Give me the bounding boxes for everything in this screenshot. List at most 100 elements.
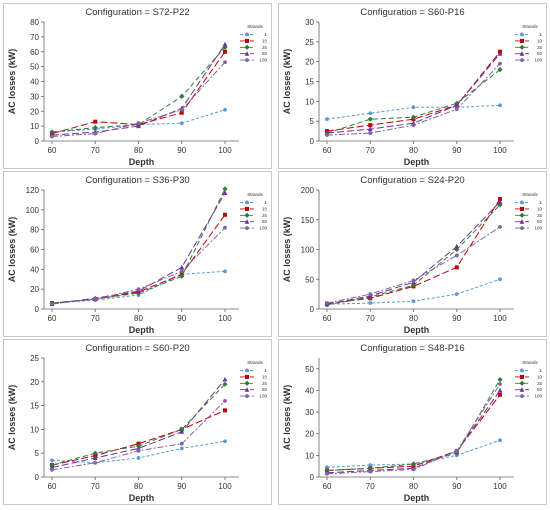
data-point (179, 264, 185, 270)
data-point (411, 105, 416, 110)
data-point (136, 287, 141, 292)
data-point (519, 219, 525, 224)
series-line (51, 192, 226, 305)
data-point (325, 471, 329, 476)
line-chart: 0 5 10 15 20 25 30 60 70 80 90 100 Depth AC losses (k… (282, 18, 543, 167)
x-tick-label: 90 (177, 482, 186, 491)
data-point (179, 446, 184, 451)
data-point (411, 299, 416, 304)
data-point (50, 467, 54, 472)
x-tick-label: 80 (134, 314, 143, 323)
y-tick-label: 60 (30, 246, 39, 255)
data-point (498, 103, 502, 108)
x-axis-label: Depth (404, 325, 430, 335)
x-tick-label: 60 (323, 146, 332, 155)
data-point (92, 455, 98, 460)
x-tick-label: 70 (91, 314, 100, 323)
legend-label: 10 (537, 206, 543, 211)
series-line (51, 383, 226, 466)
series-line (326, 394, 501, 471)
data-point (411, 123, 416, 128)
x-tick-label: 100 (493, 146, 507, 155)
data-point (49, 129, 55, 135)
data-point (223, 398, 227, 403)
data-point (497, 67, 503, 73)
data-point (245, 394, 249, 398)
data-point (245, 368, 249, 373)
data-point (498, 277, 502, 282)
legend-label: 1 (539, 368, 542, 373)
data-point (223, 439, 227, 444)
y-tick-label: 15 (30, 402, 39, 411)
data-point (325, 301, 329, 305)
data-point (368, 111, 373, 116)
x-tick-label: 100 (218, 314, 232, 323)
legend-label: 1 (264, 32, 267, 37)
data-point (410, 114, 417, 120)
y-tick-label: 60 (30, 48, 39, 57)
legend-title: Strands (247, 24, 263, 29)
series-line (326, 198, 501, 305)
data-point (179, 110, 184, 115)
series-line (51, 109, 226, 133)
legend-label: 10 (262, 374, 268, 379)
data-point (245, 374, 249, 379)
data-point (245, 206, 249, 211)
legend-label: 1 (264, 368, 267, 373)
x-tick-label: 90 (452, 482, 461, 491)
x-tick-label: 100 (218, 146, 232, 155)
chart-title: Configuration = S48-P16 (360, 343, 465, 354)
data-point (136, 445, 141, 451)
series-line (326, 226, 501, 304)
y-tick-label: 10 (30, 425, 39, 434)
chart-title: Configuration = S72-P22 (85, 7, 190, 18)
data-point (368, 469, 373, 474)
data-point (245, 226, 249, 230)
data-point (50, 134, 54, 139)
y-tick-label: 100 (301, 246, 315, 255)
x-tick-label: 100 (493, 314, 507, 323)
x-tick-label: 70 (366, 146, 375, 155)
x-axis-label: Depth (129, 493, 155, 503)
data-point (519, 387, 525, 392)
data-point (520, 38, 524, 43)
y-axis-label: AC losses (kW) (7, 49, 17, 115)
legend-label: 10 (537, 374, 543, 379)
data-point (92, 125, 98, 131)
data-point (49, 464, 55, 470)
data-point (519, 212, 525, 218)
x-tick-label: 60 (323, 482, 332, 491)
y-tick-label: 30 (305, 18, 314, 27)
data-point (244, 219, 250, 224)
x-tick-label: 60 (48, 314, 57, 323)
data-point (136, 121, 141, 126)
y-tick-label: 0 (35, 473, 40, 482)
y-axis-label: AC losses (kW) (7, 385, 17, 451)
series-line (326, 390, 501, 474)
y-tick-label: 40 (305, 386, 314, 395)
legend-label: 50 (537, 51, 543, 56)
legend-label: 25 (537, 381, 543, 386)
y-tick-label: 30 (305, 408, 314, 417)
data-point (411, 278, 416, 283)
y-tick-label: 120 (26, 186, 40, 195)
legend-label: 100 (534, 394, 542, 399)
data-point (520, 58, 524, 62)
data-point (325, 117, 329, 122)
y-tick-label: 30 (30, 92, 39, 101)
chart-title: Configuration = S60-P20 (85, 343, 190, 354)
data-point (497, 202, 503, 208)
data-point (245, 38, 249, 43)
series-line (51, 188, 226, 304)
x-tick-label: 70 (91, 482, 100, 491)
y-tick-label: 25 (305, 38, 314, 47)
y-tick-label: 0 (310, 137, 315, 146)
data-point (223, 49, 227, 54)
data-point (520, 206, 524, 211)
x-tick-label: 80 (409, 314, 418, 323)
line-chart: 0 10 20 30 40 50 60 70 80 60 70 80 90 100 Depth AC loss… (7, 18, 267, 167)
series-line (51, 46, 226, 133)
data-point (519, 51, 525, 56)
x-tick-label: 90 (177, 146, 186, 155)
data-point (454, 292, 459, 297)
